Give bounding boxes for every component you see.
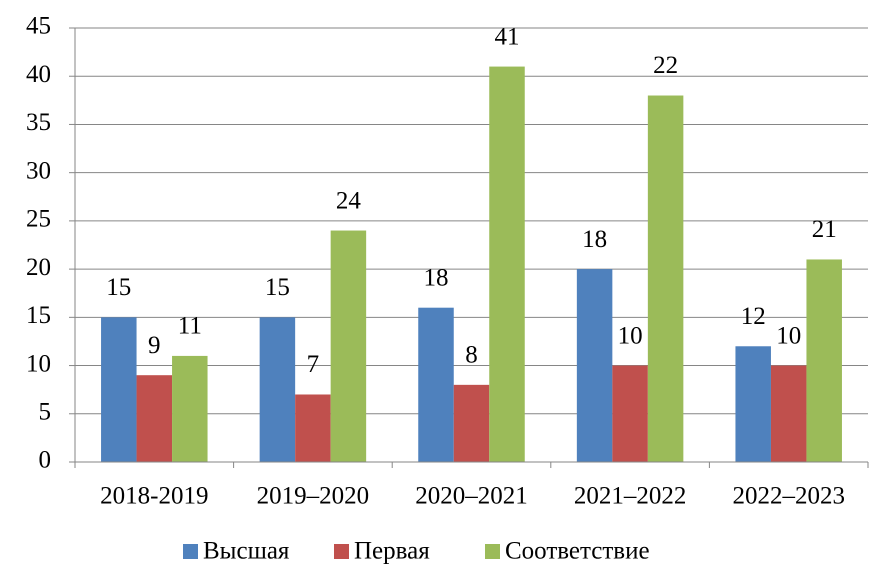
legend-label: Соответствие bbox=[505, 538, 650, 565]
y-tick-label: 0 bbox=[39, 447, 52, 474]
data-label: 15 bbox=[106, 274, 131, 301]
bar bbox=[295, 394, 331, 462]
bar bbox=[612, 365, 648, 462]
legend-swatch bbox=[334, 544, 349, 559]
data-label: 7 bbox=[307, 351, 320, 378]
x-tick-label: 2020–2021 bbox=[415, 483, 528, 510]
data-label: 18 bbox=[424, 264, 449, 291]
data-label: 21 bbox=[812, 216, 837, 243]
y-tick-label: 5 bbox=[39, 399, 52, 426]
y-tick-label: 20 bbox=[26, 254, 51, 281]
x-tick-label: 2019–2020 bbox=[257, 483, 370, 510]
y-tick-label: 25 bbox=[26, 206, 51, 233]
bar bbox=[735, 346, 771, 462]
y-tick-label: 40 bbox=[26, 61, 51, 88]
bar bbox=[489, 66, 525, 463]
y-tick-label: 45 bbox=[26, 13, 51, 40]
bar bbox=[770, 365, 807, 462]
y-tick-label: 35 bbox=[26, 109, 51, 136]
bar bbox=[259, 317, 296, 462]
legend-swatch bbox=[485, 544, 500, 559]
legend-label: Первая bbox=[354, 538, 430, 565]
bar bbox=[330, 230, 367, 462]
data-label: 41 bbox=[495, 23, 520, 50]
bar bbox=[576, 269, 613, 462]
x-tick-label: 2022–2023 bbox=[732, 483, 845, 510]
data-label: 9 bbox=[148, 332, 161, 359]
y-tick-label: 15 bbox=[26, 302, 51, 329]
data-label: 15 bbox=[265, 274, 290, 301]
bar bbox=[453, 384, 490, 462]
legend-swatch bbox=[183, 544, 198, 559]
data-label: 8 bbox=[465, 342, 478, 369]
data-label: 24 bbox=[336, 187, 362, 214]
data-label: 12 bbox=[741, 303, 766, 330]
bar bbox=[418, 307, 454, 462]
x-tick-label: 2021–2022 bbox=[574, 483, 687, 510]
data-label: 11 bbox=[178, 313, 202, 340]
data-label: 10 bbox=[776, 322, 801, 349]
legend-label: Высшая bbox=[203, 538, 290, 565]
x-tick-label: 2018-2019 bbox=[100, 483, 208, 510]
y-tick-label: 10 bbox=[26, 350, 51, 377]
bar bbox=[172, 355, 208, 462]
data-label: 10 bbox=[618, 322, 643, 349]
bar bbox=[647, 95, 684, 462]
data-label: 22 bbox=[653, 52, 678, 79]
bar bbox=[136, 375, 173, 462]
y-tick-label: 30 bbox=[26, 157, 51, 184]
bar bbox=[806, 259, 842, 462]
data-label: 18 bbox=[582, 226, 607, 253]
bar bbox=[101, 317, 137, 462]
